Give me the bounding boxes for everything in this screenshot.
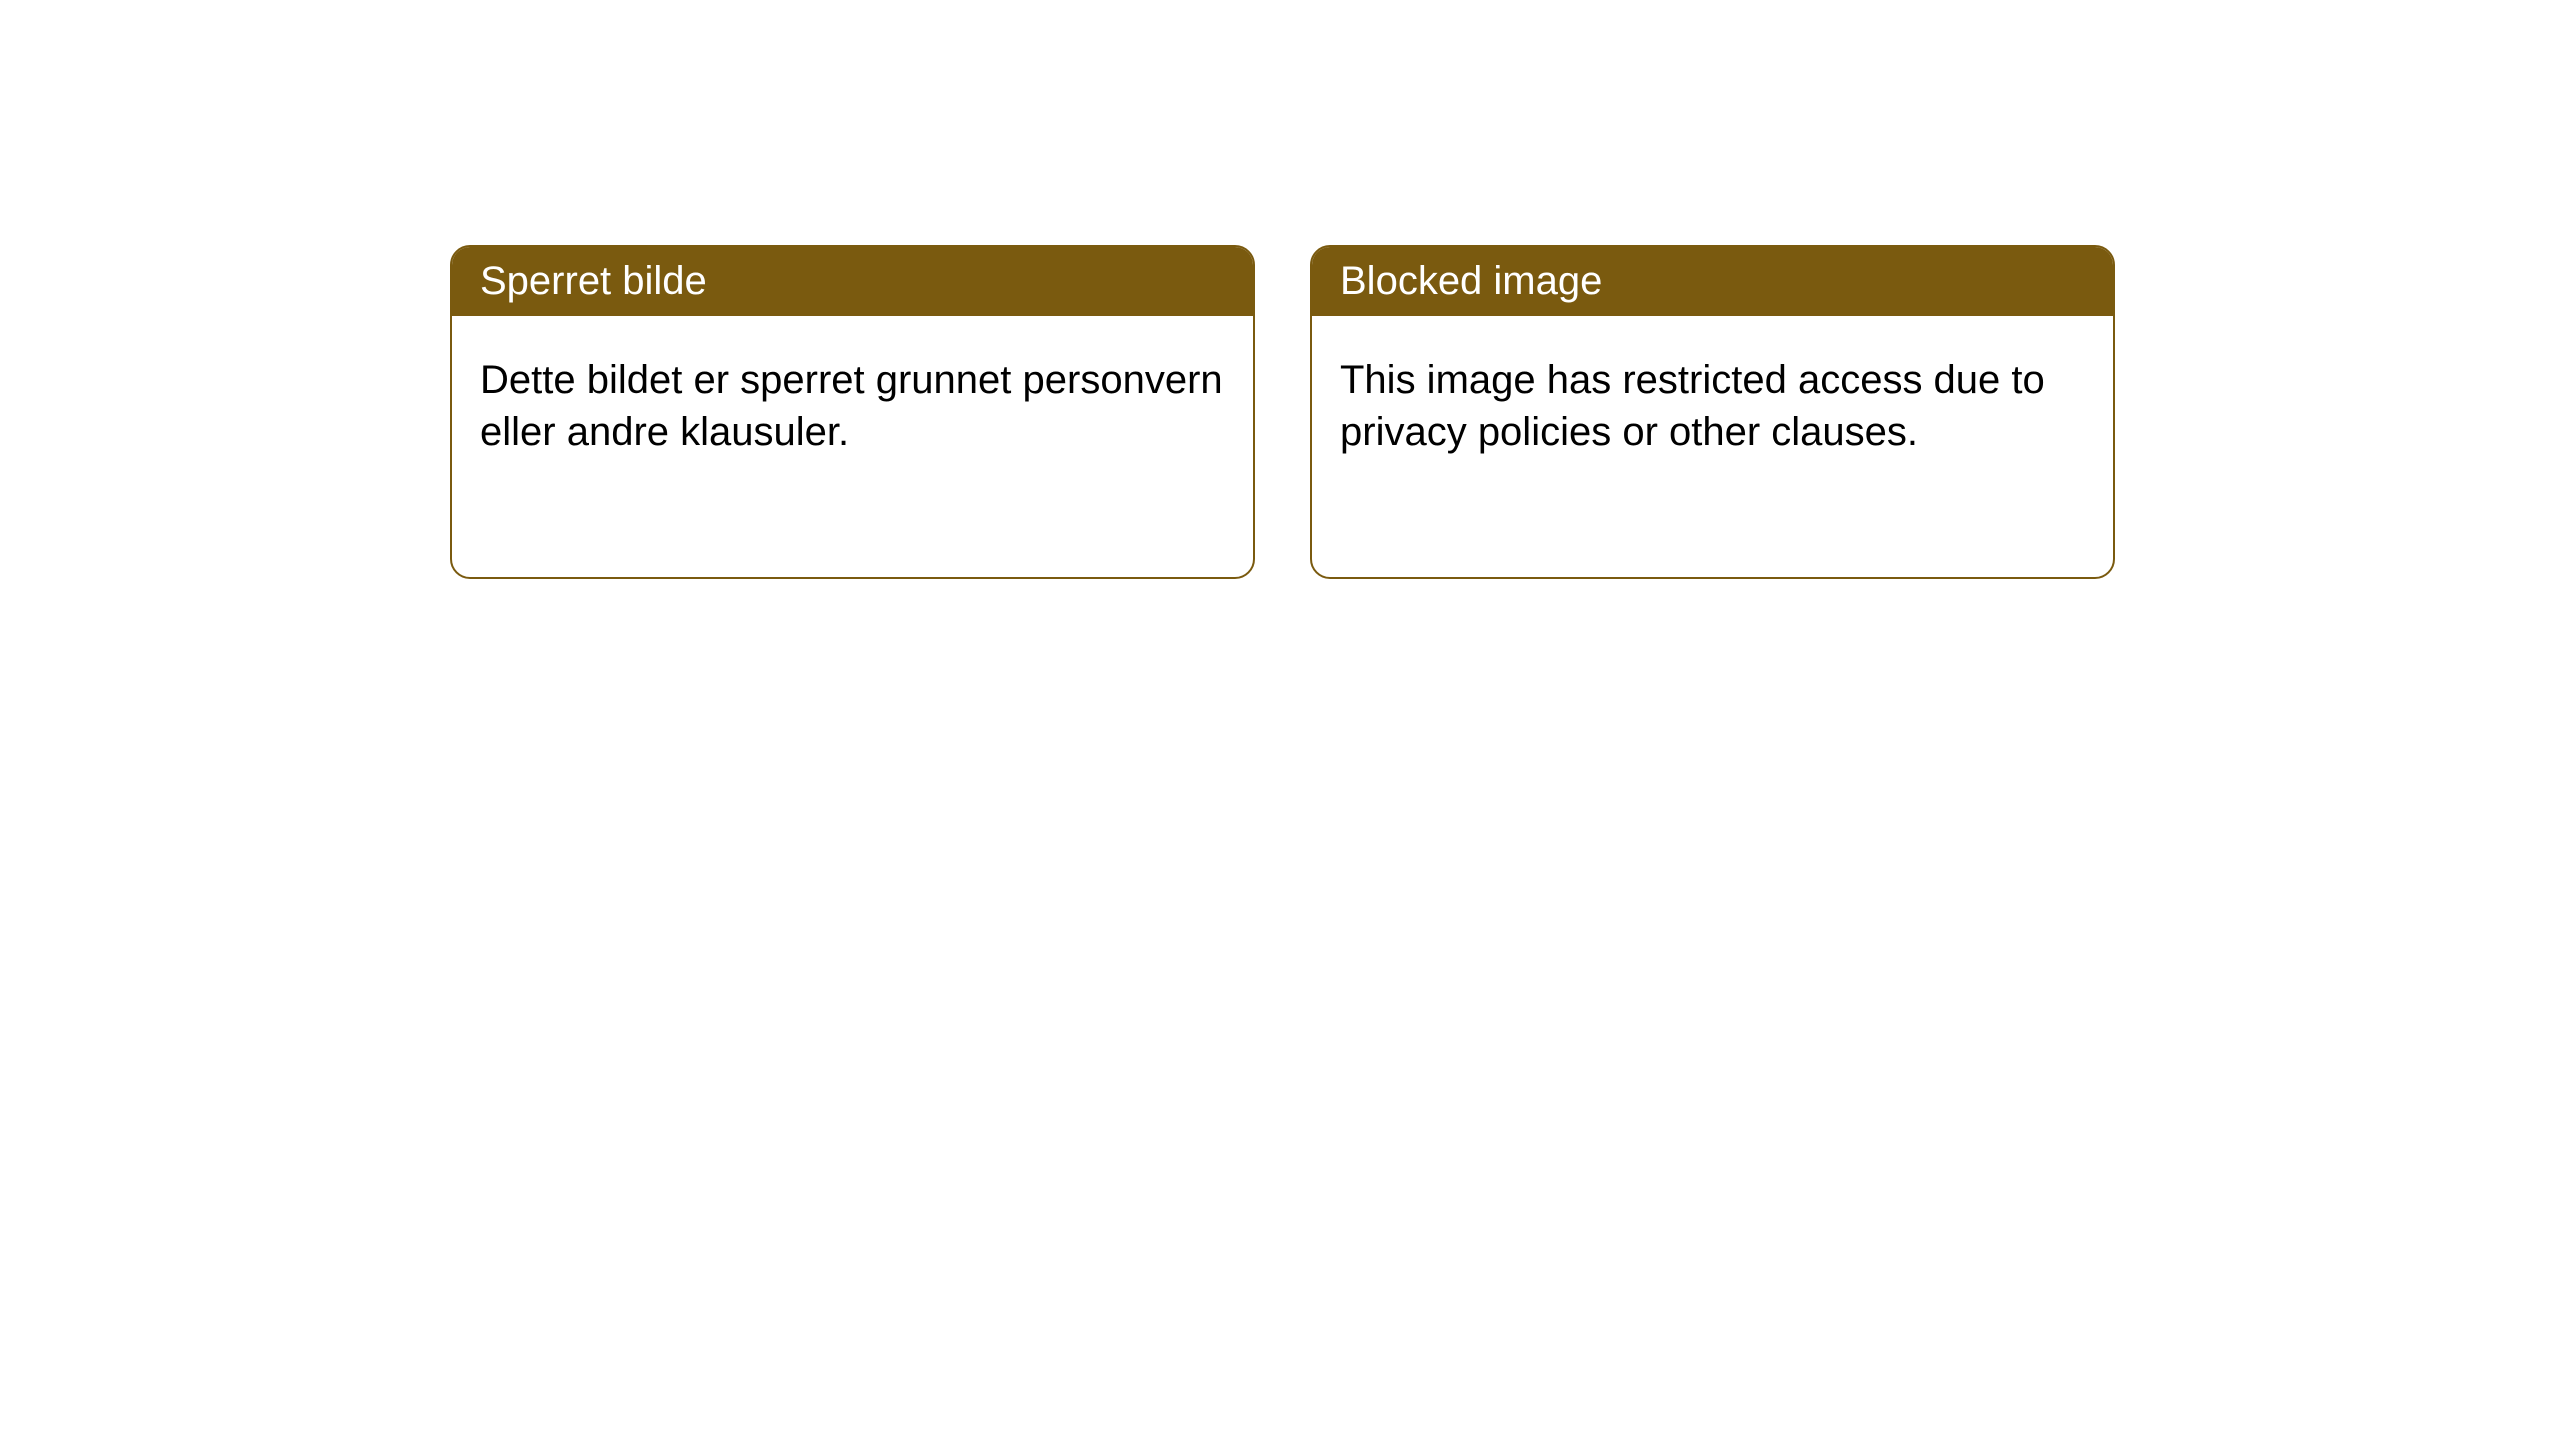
card-message-en: This image has restricted access due to …: [1340, 358, 2045, 454]
card-header-no: Sperret bilde: [452, 247, 1253, 316]
blocked-image-card-en: Blocked image This image has restricted …: [1310, 245, 2115, 579]
card-body-en: This image has restricted access due to …: [1312, 316, 2113, 496]
notice-container: Sperret bilde Dette bildet er sperret gr…: [450, 245, 2115, 579]
blocked-image-card-no: Sperret bilde Dette bildet er sperret gr…: [450, 245, 1255, 579]
card-message-no: Dette bildet er sperret grunnet personve…: [480, 358, 1223, 454]
card-title-en: Blocked image: [1340, 259, 1602, 303]
card-body-no: Dette bildet er sperret grunnet personve…: [452, 316, 1253, 496]
card-title-no: Sperret bilde: [480, 259, 707, 303]
card-header-en: Blocked image: [1312, 247, 2113, 316]
